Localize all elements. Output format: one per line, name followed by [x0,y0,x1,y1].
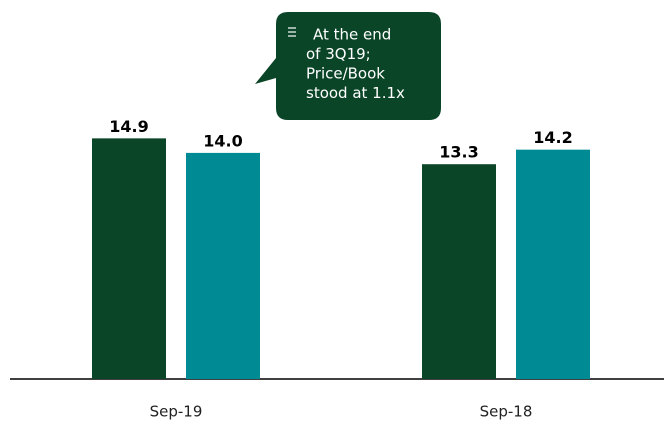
annotation-line: of 3Q19; [306,45,371,63]
data-label: 14.0 [203,131,242,150]
data-label: 14.2 [533,128,572,147]
x-tick-label: Sep-18 [480,403,533,421]
data-label: 14.9 [109,117,148,136]
bar [186,152,260,379]
data-label: 13.3 [439,143,478,162]
callout [255,12,441,120]
annotation-line: stood at 1.1x [306,84,405,102]
callout-icon [288,27,296,37]
bar [92,138,166,379]
callout-box [255,12,441,120]
annotation-line: At the end [313,26,391,44]
x-tick-label: Sep-19 [150,403,203,421]
annotation-line: Price/Book [306,65,385,83]
bar [422,164,496,379]
bar [516,149,590,379]
